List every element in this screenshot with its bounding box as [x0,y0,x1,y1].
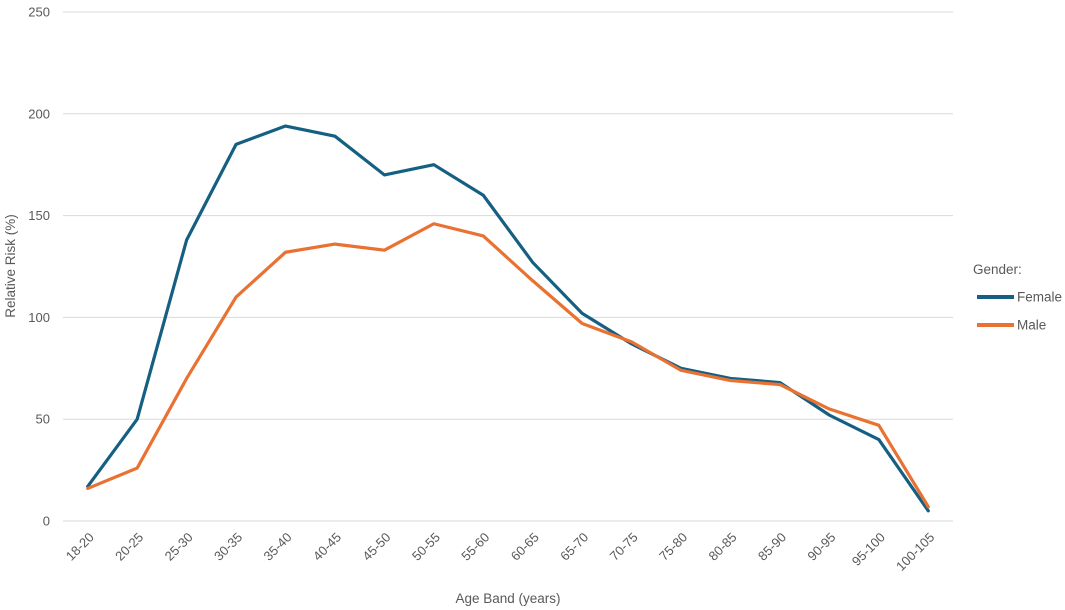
series-line-male [86,222,930,509]
x-tick-label-45-50: 45-50 [359,530,393,564]
x-tick-label-70-75: 70-75 [607,530,641,564]
x-tick-label-55-60: 55-60 [458,530,492,564]
legend-title: Gender: [973,262,1022,277]
gridlines [63,11,953,522]
legend-label-male: Male [1017,318,1046,333]
y-tick-label-0: 0 [43,514,50,529]
x-tick-label-80-85: 80-85 [706,530,740,564]
x-tick-label-95-100: 95-100 [849,530,888,569]
legend-item-female: Female [977,290,1062,305]
legend-item-male: Male [977,318,1046,333]
y-axis-title: Relative Risk (%) [3,214,18,318]
series-line-female [86,124,930,513]
x-tick-label-60-65: 60-65 [508,530,542,564]
y-tick-label-50: 50 [36,412,50,427]
x-axis-title: Age Band (years) [455,591,560,606]
x-tick-label-65-70: 65-70 [557,530,591,564]
series-lines [86,124,930,513]
x-tick-label-50-55: 50-55 [409,530,443,564]
x-tick-label-30-35: 30-35 [211,530,245,564]
legend-label-female: Female [1017,290,1062,305]
legend: Gender: Female Male [973,262,1062,333]
y-tick-label-250: 250 [28,5,50,20]
x-tick-label-90-95: 90-95 [804,530,838,564]
x-tick-label-25-30: 25-30 [162,530,196,564]
y-tick-label-200: 200 [28,106,50,121]
x-tick-label-75-80: 75-80 [656,530,690,564]
y-axis-tick-labels: 0 50 100 150 200 250 [28,5,50,529]
x-tick-label-40-45: 40-45 [310,530,344,564]
legend-items: Female Male [977,290,1062,333]
x-tick-label-20-25: 20-25 [112,530,146,564]
y-tick-label-150: 150 [28,208,50,223]
x-tick-label-18-20: 18-20 [63,530,97,564]
x-tick-label-100-105: 100-105 [893,530,937,574]
x-tick-label-35-40: 35-40 [261,530,295,564]
x-axis-tick-labels: 18-20 20-25 25-30 30-35 35-40 40-45 45-50 50-55… [63,530,938,574]
y-tick-label-100: 100 [28,310,50,325]
x-tick-label-85-90: 85-90 [755,530,789,564]
